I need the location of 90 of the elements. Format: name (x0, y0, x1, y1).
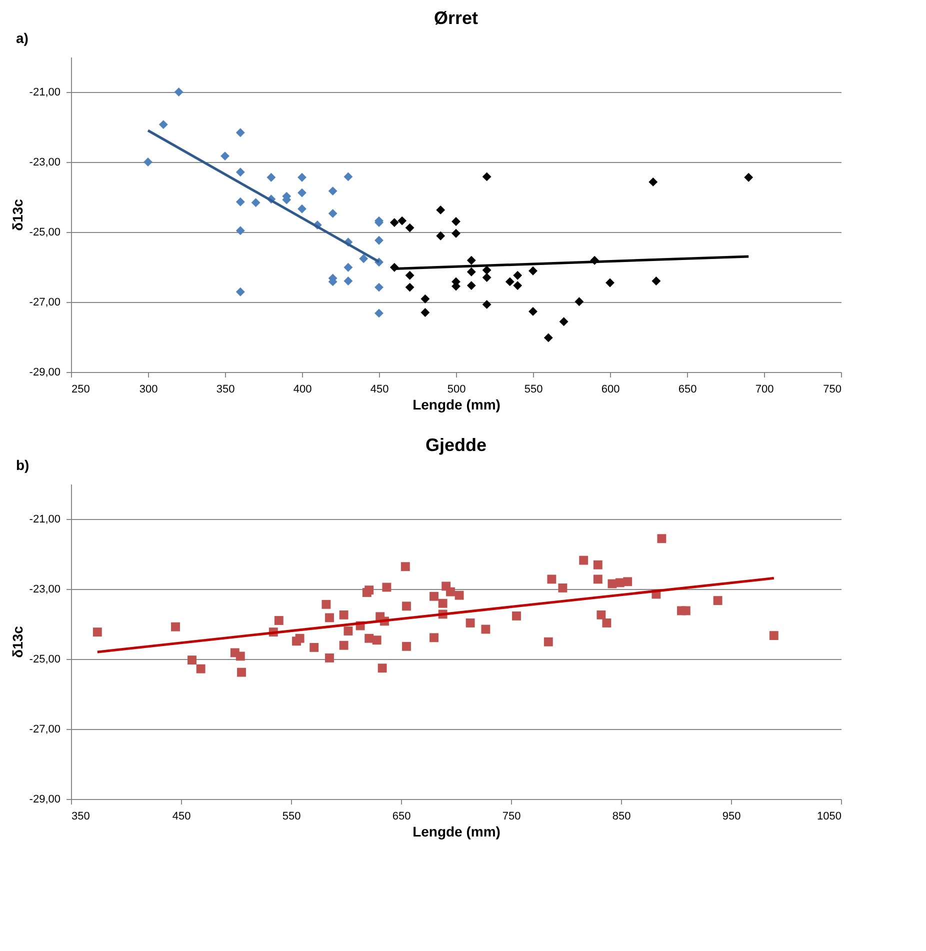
x-tick-label: 450 (172, 810, 191, 822)
point (544, 333, 553, 342)
x-tick-label: 300 (139, 384, 158, 396)
x-tick-label: 400 (293, 384, 312, 396)
point (405, 282, 414, 292)
point (466, 281, 476, 290)
point (513, 281, 522, 290)
point (652, 276, 661, 286)
x-tick-label: 850 (612, 810, 631, 822)
x-tick-label: 250 (72, 384, 90, 396)
y-tick-label: -21,00 (29, 86, 60, 98)
point (466, 256, 476, 265)
point (466, 267, 476, 276)
point (344, 276, 353, 286)
point (420, 294, 430, 304)
point (482, 266, 492, 275)
x-tick-label: 700 (755, 384, 774, 396)
point (436, 205, 446, 214)
x-tick-label: 550 (524, 384, 543, 396)
text: b) (16, 457, 30, 473)
point (236, 128, 245, 138)
point (174, 88, 184, 96)
point (344, 172, 353, 182)
point (266, 172, 276, 182)
point (374, 308, 384, 318)
point (328, 208, 338, 218)
y-tick-label: -25,00 (29, 226, 60, 238)
point (298, 204, 306, 214)
y-axis-title: δ13c (9, 198, 26, 231)
point (559, 317, 568, 326)
point (328, 186, 338, 196)
point (236, 226, 245, 236)
x-tick-label: 950 (722, 810, 741, 822)
point (482, 172, 492, 182)
point (298, 188, 306, 198)
point (513, 270, 522, 280)
point (390, 218, 399, 228)
point (648, 177, 658, 186)
point (374, 236, 384, 245)
x-tick-label: 750 (502, 810, 521, 822)
point (420, 308, 430, 317)
point (236, 197, 245, 206)
point (482, 300, 492, 309)
point (251, 198, 260, 208)
y-tick-label: -29,00 (29, 794, 60, 806)
chart-title: Ørret (434, 8, 478, 28)
point (452, 228, 460, 238)
point (505, 277, 514, 286)
y-tick-label: -29,00 (29, 366, 60, 378)
x-axis-title: Lengde (mm) (412, 396, 500, 412)
point (220, 152, 230, 161)
y-tick-label: -23,00 (29, 584, 60, 596)
point (298, 172, 306, 182)
chart-title: Gjedde (425, 435, 487, 455)
point (236, 287, 245, 296)
point (359, 254, 368, 264)
point (574, 297, 584, 306)
point (144, 158, 152, 166)
x-axis-title: Lengde (mm) (412, 824, 500, 840)
point (398, 216, 407, 226)
x-tick-label: 500 (447, 384, 466, 396)
x-tick-label: 1050 (817, 810, 842, 822)
point (405, 223, 414, 232)
point (606, 278, 614, 288)
x-tick-label: 600 (601, 384, 620, 396)
point (528, 266, 538, 276)
x-tick-label: 650 (392, 810, 411, 822)
point (405, 270, 414, 280)
x-tick-label: 650 (678, 384, 697, 396)
text: a) (16, 30, 28, 46)
point (482, 273, 492, 282)
x-tick-label: 450 (370, 384, 389, 396)
x-tick-label: 350 (72, 810, 90, 822)
y-tick-label: -21,00 (29, 514, 60, 526)
x-tick-label: 350 (216, 384, 235, 396)
point (744, 172, 754, 182)
y-tick-label: -27,00 (29, 724, 60, 736)
point (236, 168, 245, 177)
point (452, 217, 460, 226)
x-tick-label: 750 (823, 384, 842, 396)
point (436, 231, 446, 240)
point (374, 282, 384, 292)
y-tick-label: -27,00 (29, 296, 60, 308)
point (528, 306, 538, 316)
point (158, 120, 168, 130)
point (344, 262, 353, 272)
y-tick-label: -23,00 (29, 156, 60, 168)
y-tick-label: -25,00 (29, 654, 60, 666)
y-axis-title: δ13c (9, 626, 26, 658)
x-tick-label: 550 (282, 810, 301, 822)
